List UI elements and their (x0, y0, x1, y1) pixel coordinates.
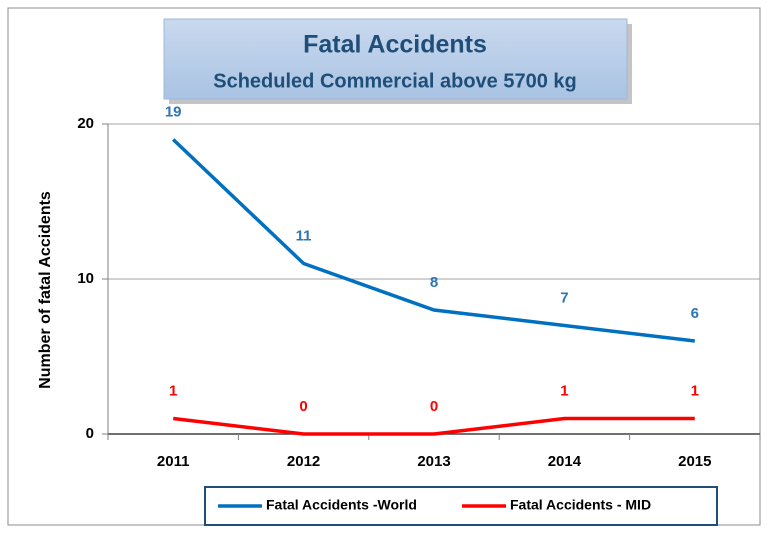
data-label: 1 (169, 382, 177, 399)
data-label: 6 (691, 305, 699, 322)
x-tick-label: 2015 (678, 453, 711, 470)
y-tick-label: 20 (77, 115, 94, 132)
x-tick-label: 2014 (548, 453, 582, 470)
data-label: 1 (560, 382, 568, 399)
legend-box (204, 486, 718, 526)
x-tick-label: 2013 (417, 453, 450, 470)
series-line (172, 416, 695, 436)
data-label: 7 (560, 289, 568, 306)
y-tick-label: 10 (77, 270, 94, 287)
legend-label: Fatal Accidents -World (266, 497, 417, 513)
chart-title: Fatal Accidents (303, 31, 487, 59)
y-axis-label: Number of fatal Accidents (37, 191, 54, 389)
data-label: 19 (165, 103, 182, 120)
y-tick-label: 0 (86, 425, 94, 442)
title-box (163, 18, 628, 100)
series-line (171, 138, 696, 343)
data-label: 8 (430, 274, 438, 291)
data-label: 0 (430, 398, 438, 415)
data-label: 0 (299, 398, 307, 415)
x-tick-label: 2011 (157, 453, 190, 470)
x-tick-label: 2012 (287, 453, 320, 470)
data-label: 1 (691, 382, 699, 399)
chart-subtitle: Scheduled Commercial above 5700 kg (213, 70, 577, 92)
legend-label: Fatal Accidents - MID (510, 497, 651, 513)
data-label: 11 (296, 227, 312, 244)
